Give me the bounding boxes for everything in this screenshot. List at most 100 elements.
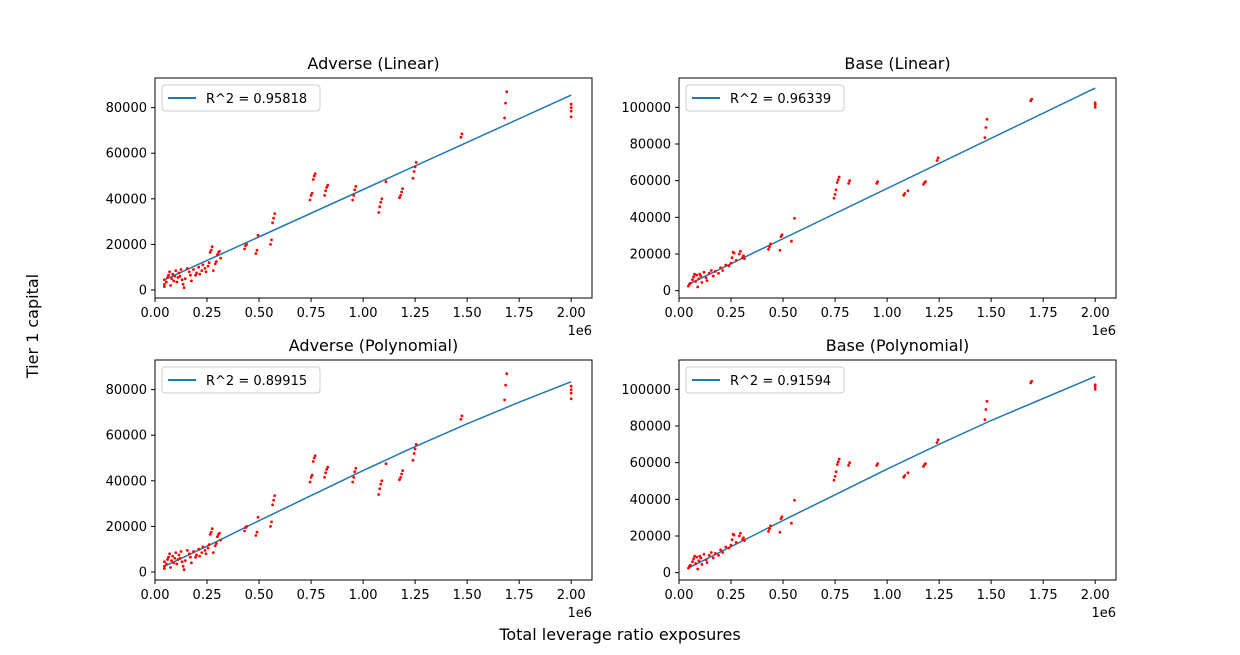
data-point	[324, 189, 327, 193]
data-point	[460, 132, 464, 136]
data-point	[245, 243, 249, 246]
data-point	[699, 556, 703, 560]
data-point	[459, 135, 463, 139]
data-point	[769, 524, 772, 528]
data-point	[200, 269, 204, 272]
data-point	[700, 563, 704, 566]
data-point	[177, 553, 181, 557]
data-point	[254, 252, 258, 255]
data-point	[311, 178, 315, 181]
data-point	[192, 268, 195, 271]
data-point	[711, 274, 715, 278]
data-point	[185, 267, 189, 270]
data-point	[689, 563, 692, 567]
data-point	[168, 270, 172, 274]
data-point	[721, 269, 725, 272]
data-point	[380, 197, 384, 201]
x-tick-label: 1.75	[1029, 306, 1058, 321]
data-point	[213, 262, 217, 266]
data-point	[399, 194, 402, 197]
data-point	[693, 272, 696, 276]
x-multiplier-label: 1e6	[567, 606, 592, 621]
data-point	[179, 550, 183, 553]
data-point	[834, 470, 838, 474]
data-point	[903, 474, 907, 477]
x-tick-label: 0.25	[717, 306, 746, 321]
data-point	[984, 408, 988, 411]
data-point	[384, 462, 388, 466]
data-point	[936, 156, 940, 160]
subplot-4: Base (Polynomial) 0.00 0.25 0.50 0.75 1.00 1.2…	[621, 336, 1117, 621]
data-point	[351, 480, 355, 484]
data-point	[176, 558, 180, 561]
data-point	[183, 559, 187, 562]
data-point	[170, 559, 174, 562]
data-point	[459, 417, 463, 421]
data-point	[181, 282, 185, 286]
data-point	[709, 269, 713, 272]
data-point	[935, 159, 939, 162]
data-point	[201, 263, 205, 267]
data-point	[218, 531, 221, 535]
x-tick-label: 0.00	[141, 588, 170, 603]
y-tick-label: 0	[663, 284, 671, 299]
data-point	[210, 245, 214, 249]
x-tick-label: 1.50	[453, 306, 482, 321]
data-point	[163, 564, 166, 568]
data-point	[729, 261, 733, 265]
data-point	[504, 101, 507, 105]
data-point	[413, 165, 417, 169]
data-point	[171, 272, 175, 276]
data-point	[691, 278, 694, 282]
data-point	[730, 538, 734, 542]
x-tick-label: 1.25	[401, 588, 430, 603]
x-tick-label: 1.25	[401, 306, 430, 321]
data-point	[836, 178, 840, 182]
data-point	[504, 383, 507, 387]
data-point	[790, 239, 793, 243]
data-point	[323, 476, 326, 479]
data-point	[189, 273, 192, 277]
data-point	[1030, 97, 1034, 101]
data-point	[732, 251, 736, 255]
data-point	[178, 556, 182, 560]
subplot-2: Base (Linear) 0.00 0.25 0.50 0.75 1.00 1.25 1.5…	[621, 54, 1117, 339]
data-point	[201, 545, 205, 549]
data-point	[936, 438, 940, 442]
data-point	[352, 476, 356, 479]
data-point	[984, 126, 988, 129]
data-point	[717, 271, 720, 275]
data-point	[689, 281, 692, 285]
axes-frame	[678, 77, 1117, 299]
data-point	[190, 279, 193, 283]
data-point	[166, 276, 169, 279]
data-point	[255, 530, 259, 534]
data-point	[163, 282, 166, 286]
data-point	[734, 541, 738, 544]
data-point	[924, 180, 927, 184]
data-point	[255, 248, 259, 252]
subplot-title: Base (Polynomial)	[826, 336, 970, 355]
data-point	[167, 273, 170, 277]
data-point	[833, 475, 837, 478]
data-point	[569, 102, 573, 106]
data-point	[197, 265, 201, 269]
data-point	[769, 242, 772, 246]
data-point	[174, 269, 178, 272]
x-tick-label: 0.50	[769, 306, 798, 321]
data-point	[737, 252, 741, 256]
data-point	[169, 566, 173, 569]
data-point	[166, 558, 169, 561]
subplot-title: Base (Linear)	[844, 54, 950, 73]
data-point	[352, 194, 356, 197]
data-point	[187, 552, 191, 556]
data-point	[505, 372, 509, 376]
data-point	[326, 465, 330, 469]
data-point	[695, 273, 699, 277]
data-point	[270, 238, 273, 242]
data-point	[169, 284, 173, 287]
data-point	[714, 270, 717, 273]
data-point	[325, 468, 329, 471]
data-point	[198, 272, 202, 276]
data-point	[313, 172, 317, 176]
